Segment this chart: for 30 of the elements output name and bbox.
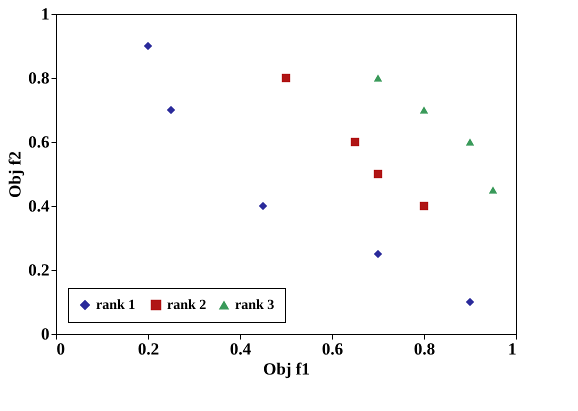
point [374, 250, 382, 258]
y-tick-label: 0.8 [28, 68, 50, 88]
x-tick-label: 0.6 [322, 340, 344, 358]
x-axis-title: Obj f1 [263, 360, 310, 378]
point [420, 106, 428, 114]
legend-label: rank 2 [167, 298, 206, 313]
point [144, 42, 152, 50]
point [420, 202, 428, 210]
point [282, 74, 290, 82]
point [466, 138, 474, 146]
y-tick-label: 0.2 [28, 260, 50, 280]
point [466, 298, 474, 306]
y-tick-label: 0.6 [28, 132, 50, 152]
x-tick-label: 0 [56, 340, 65, 358]
y-tick-label: 0 [41, 324, 50, 344]
x-tick-label: 0.8 [414, 340, 436, 358]
legend-label: rank 1 [96, 298, 136, 313]
point [166, 106, 176, 114]
point [258, 202, 268, 210]
y-axis-title: Obj f2 [5, 151, 24, 198]
x-tick-label: 0.4 [230, 340, 252, 358]
x-tick-label: 0.2 [138, 340, 160, 358]
point [350, 138, 360, 146]
point [374, 170, 382, 178]
point [488, 186, 498, 194]
y-tick-label: 0.4 [28, 196, 50, 216]
x-tick-label: 1 [508, 340, 516, 358]
legend-label: rank 3 [235, 298, 274, 313]
point [374, 74, 382, 82]
y-tick-label: 1 [41, 4, 50, 24]
